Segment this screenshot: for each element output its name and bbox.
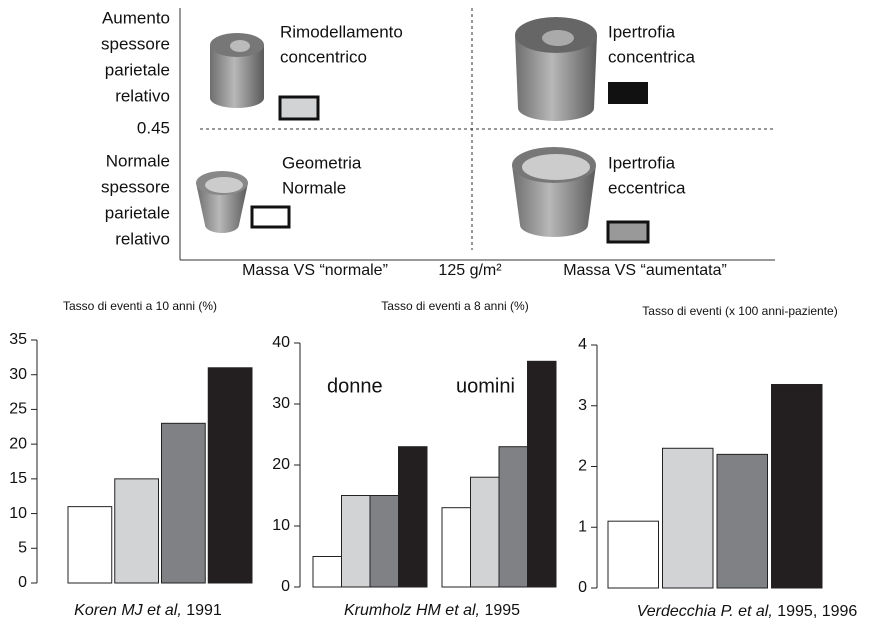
legend-swatch [280,97,318,119]
charts: Tasso di eventi a 10 anni (%)05101520253… [9,299,857,620]
x-label: Massa VS “normale” [242,262,388,279]
page: Tasso di eventi a 10 anni (%)05101520253… [0,0,873,626]
y-tick-label: 30 [272,395,290,412]
chart: Tasso di eventi a 10 anni (%) 0 5 10 15 20 25 3… [9,299,252,619]
bar [313,557,342,588]
x-label: 125 g/m² [438,262,502,279]
heart-icon [196,171,248,233]
bar [471,477,500,587]
bar [528,361,557,587]
bar [442,508,471,587]
source-authors: Verdecchia P. et al, [637,603,773,620]
source: Verdecchia P. et al, 1995, 1996 [637,603,858,620]
bar [342,496,371,588]
y-tick-label: 2 [578,458,587,475]
y-tick-label: 4 [578,336,587,353]
source-authors: Koren MJ et al, [74,602,182,619]
quadrant-label: eccentrica [608,178,686,197]
y-tick-label: 5 [18,540,27,557]
legend-swatch [252,207,289,227]
y-tick-label: 0 [281,578,290,595]
y-tick-label: 0 [578,579,587,596]
quadrant-label: Ipertrofia [608,153,676,172]
y-label: relativo [115,229,170,248]
y-label: parietale [105,60,170,79]
heart-icon [210,33,264,108]
quadrant-label: Ipertrofia [608,22,676,41]
y-label: Aumento [102,8,170,27]
group-label: donne [327,375,383,397]
bar [399,447,428,587]
y-tick-label: 20 [272,456,290,473]
chart: Tasso di eventi (x 100 anni-paziente) 0 1 2… [578,304,857,620]
y-tick-label: 40 [272,334,290,351]
y-tick-label: 1 [578,518,587,535]
figure: Tasso di eventi a 10 anni (%)05101520253… [0,0,873,626]
bar [663,448,714,588]
y-label: Normale [106,151,170,170]
chart: Tasso di eventi a 8 anni (%) 0 10 20 30 40 Kru… [272,299,556,619]
quadrant-label: concentrica [608,47,695,66]
y-tick-label: 10 [272,517,290,534]
quadrant-label: Geometria [282,153,362,172]
source: Koren MJ et al, 1991 [74,602,222,619]
legend-swatch [608,82,648,104]
bar [115,479,159,583]
chart-title: Tasso di eventi a 8 anni (%) [381,299,528,313]
y-tick-label: 35 [9,331,27,348]
y-tick-label: 30 [9,366,27,383]
legend-swatch [608,222,648,242]
source-year: 1995, 1996 [773,603,858,620]
source: Krumholz HM et al, 1995 [344,602,520,619]
source-authors: Krumholz HM et al, [344,602,480,619]
heart-icon [515,17,597,121]
y-tick-label: 25 [9,401,27,418]
bar [499,447,528,587]
quadrant-label: Normale [282,178,346,197]
chart-title: Tasso di eventi (x 100 anni-paziente) [642,304,837,318]
quadrant-label: concentrico [280,47,367,66]
y-label: spessore [101,34,170,53]
y-label: spessore [101,177,170,196]
chart-title: Tasso di eventi a 10 anni (%) [63,299,217,313]
bar [608,521,659,588]
y-tick-label: 0 [18,574,27,591]
x-label: Massa VS “aumentata” [563,262,727,279]
quadrant-label: Rimodellamento [280,22,403,41]
group-label: uomini [456,375,515,397]
y-tick-label: 20 [9,435,27,452]
y-tick-label: 15 [9,470,27,487]
y-label: relativo [115,86,170,105]
bar [772,384,823,588]
source-year: 1995 [480,602,520,619]
bar [370,496,399,588]
threshold-label: 0.45 [137,118,170,137]
y-tick-label: 3 [578,397,587,414]
y-label: parietale [105,203,170,222]
source-year: 1991 [182,602,222,619]
heart-icon [512,147,596,237]
bar [717,454,768,588]
bar [68,507,112,583]
bar [208,368,252,583]
bar [162,423,206,583]
y-tick-label: 10 [9,505,27,522]
